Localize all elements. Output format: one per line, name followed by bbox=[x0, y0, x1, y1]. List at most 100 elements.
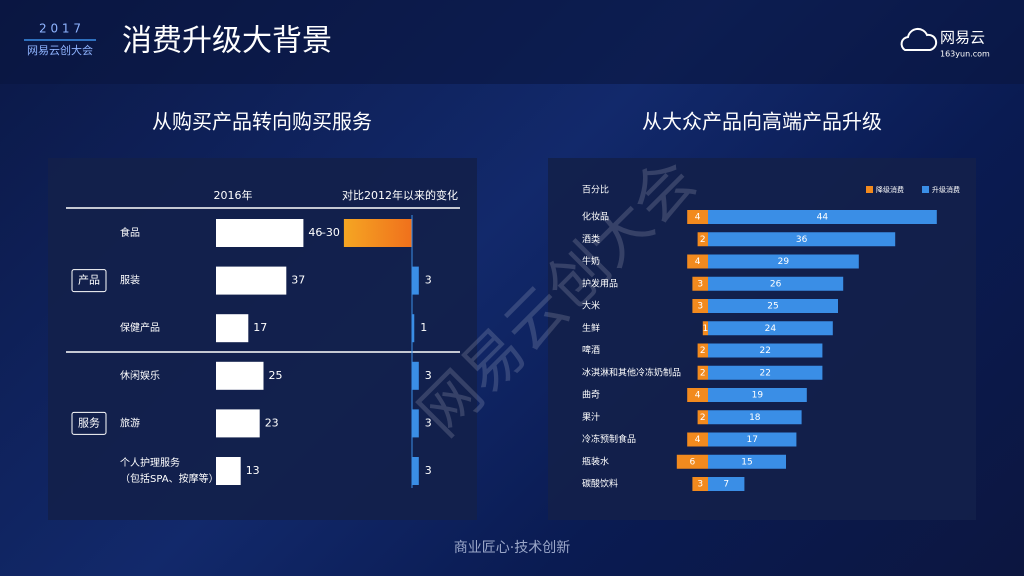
legend-swatch bbox=[922, 186, 929, 193]
down-label: 2 bbox=[700, 346, 706, 356]
chart-title: 从购买产品转向购买服务 bbox=[152, 110, 372, 134]
down-bar bbox=[697, 232, 708, 247]
group-label: 产品 bbox=[78, 273, 100, 287]
value-label: 25 bbox=[269, 369, 283, 382]
category-label: 果汁 bbox=[582, 411, 600, 423]
down-bar bbox=[687, 388, 708, 402]
value-label: 46 bbox=[308, 226, 322, 239]
category-label: 服装 bbox=[120, 274, 140, 287]
category-label: 冰淇淋和其他冷冻奶制品 bbox=[582, 366, 681, 378]
up-bar bbox=[708, 432, 797, 447]
legend-label: 降级消费 bbox=[876, 185, 904, 194]
left-panel bbox=[48, 158, 477, 520]
down-bar bbox=[692, 477, 708, 491]
category-label: 瓶装水 bbox=[582, 455, 609, 467]
up-bar bbox=[708, 299, 838, 313]
down-label: 3 bbox=[697, 302, 703, 312]
down-bar bbox=[687, 432, 708, 447]
down-label: 1 bbox=[703, 324, 709, 334]
up-label: 25 bbox=[767, 302, 778, 312]
category-label: 生鲜 bbox=[582, 322, 600, 334]
category-label: 保健产品 bbox=[120, 321, 160, 334]
up-label: 22 bbox=[759, 346, 770, 356]
down-bar bbox=[692, 276, 708, 291]
down-bar bbox=[702, 321, 708, 336]
bar bbox=[216, 266, 287, 295]
change-bar bbox=[412, 361, 419, 390]
up-label: 26 bbox=[770, 279, 782, 289]
change-label: 1 bbox=[420, 321, 427, 334]
page-title: 消费升级大背景 bbox=[122, 24, 332, 59]
category-label: 啤酒 bbox=[582, 344, 600, 356]
up-label: 17 bbox=[746, 435, 757, 445]
category-label: 大米 bbox=[582, 300, 600, 312]
down-label: 4 bbox=[695, 391, 701, 401]
down-label: 2 bbox=[700, 413, 706, 423]
down-label: 4 bbox=[695, 213, 701, 223]
logo: 网易云 bbox=[940, 29, 985, 47]
change-label: 3 bbox=[425, 464, 432, 477]
up-label: 15 bbox=[741, 457, 752, 467]
change-label: 3 bbox=[425, 369, 432, 382]
down-label: 2 bbox=[700, 368, 706, 378]
down-bar bbox=[687, 254, 708, 269]
up-label: 36 bbox=[796, 235, 808, 245]
up-bar bbox=[708, 388, 807, 402]
down-label: 2 bbox=[700, 235, 706, 245]
footer: 商业匠心·技术创新 bbox=[454, 540, 570, 556]
bar bbox=[216, 361, 264, 390]
up-bar bbox=[708, 477, 745, 491]
series-header: 对比2012年以来的变化 bbox=[342, 188, 458, 202]
value-label: 23 bbox=[265, 416, 279, 429]
category-label: 曲奇 bbox=[582, 389, 600, 401]
axis-label: 百分比 bbox=[582, 184, 609, 196]
legend-label: 升级消费 bbox=[932, 185, 960, 194]
bar bbox=[216, 219, 304, 247]
group-label: 服务 bbox=[78, 416, 100, 429]
down-bar bbox=[697, 365, 708, 380]
category-label: 食品 bbox=[120, 226, 140, 239]
up-bar bbox=[708, 276, 844, 291]
category-label: 碳酸饮料 bbox=[582, 478, 618, 490]
down-label: 4 bbox=[695, 435, 701, 445]
legend-swatch bbox=[866, 186, 873, 193]
category-label: 化妆品 bbox=[582, 211, 609, 223]
change-bar bbox=[412, 314, 415, 343]
value-label: 37 bbox=[291, 274, 305, 287]
category-label: 冷冻预制食品 bbox=[582, 433, 636, 445]
year: 2 0 1 7 bbox=[39, 22, 81, 36]
up-label: 24 bbox=[765, 324, 777, 334]
up-label: 44 bbox=[817, 213, 829, 223]
bar bbox=[216, 314, 249, 343]
up-label: 19 bbox=[752, 391, 764, 401]
chart-title: 从大众产品向高端产品升级 bbox=[642, 110, 882, 134]
down-bar bbox=[692, 299, 708, 313]
category-label: 个人护理服务（包括SPA、按摩等） bbox=[120, 456, 219, 485]
event: 网易云创大会 bbox=[27, 43, 93, 57]
down-bar bbox=[687, 210, 708, 224]
logo-icon bbox=[900, 27, 938, 51]
header-band bbox=[0, 0, 1024, 84]
change-label: –30 bbox=[320, 226, 340, 239]
up-bar bbox=[708, 210, 937, 224]
value-label: 17 bbox=[253, 321, 267, 334]
down-bar bbox=[676, 454, 708, 469]
down-label: 4 bbox=[695, 257, 701, 267]
bar bbox=[216, 409, 260, 438]
category-label: 牛奶 bbox=[582, 255, 600, 267]
up-label: 22 bbox=[759, 368, 770, 378]
up-bar bbox=[708, 454, 786, 469]
category-label: 旅游 bbox=[120, 416, 140, 429]
up-bar bbox=[708, 343, 823, 358]
up-bar bbox=[708, 410, 802, 425]
bar bbox=[216, 457, 241, 485]
change-bar bbox=[412, 266, 419, 295]
up-bar bbox=[708, 365, 823, 380]
down-label: 6 bbox=[690, 457, 696, 467]
change-label: 3 bbox=[425, 274, 432, 287]
change-bar bbox=[343, 219, 412, 247]
up-label: 29 bbox=[778, 257, 790, 267]
up-label: 18 bbox=[749, 413, 761, 423]
value-label: 13 bbox=[246, 464, 260, 477]
category-label: 休闲娱乐 bbox=[120, 369, 160, 382]
